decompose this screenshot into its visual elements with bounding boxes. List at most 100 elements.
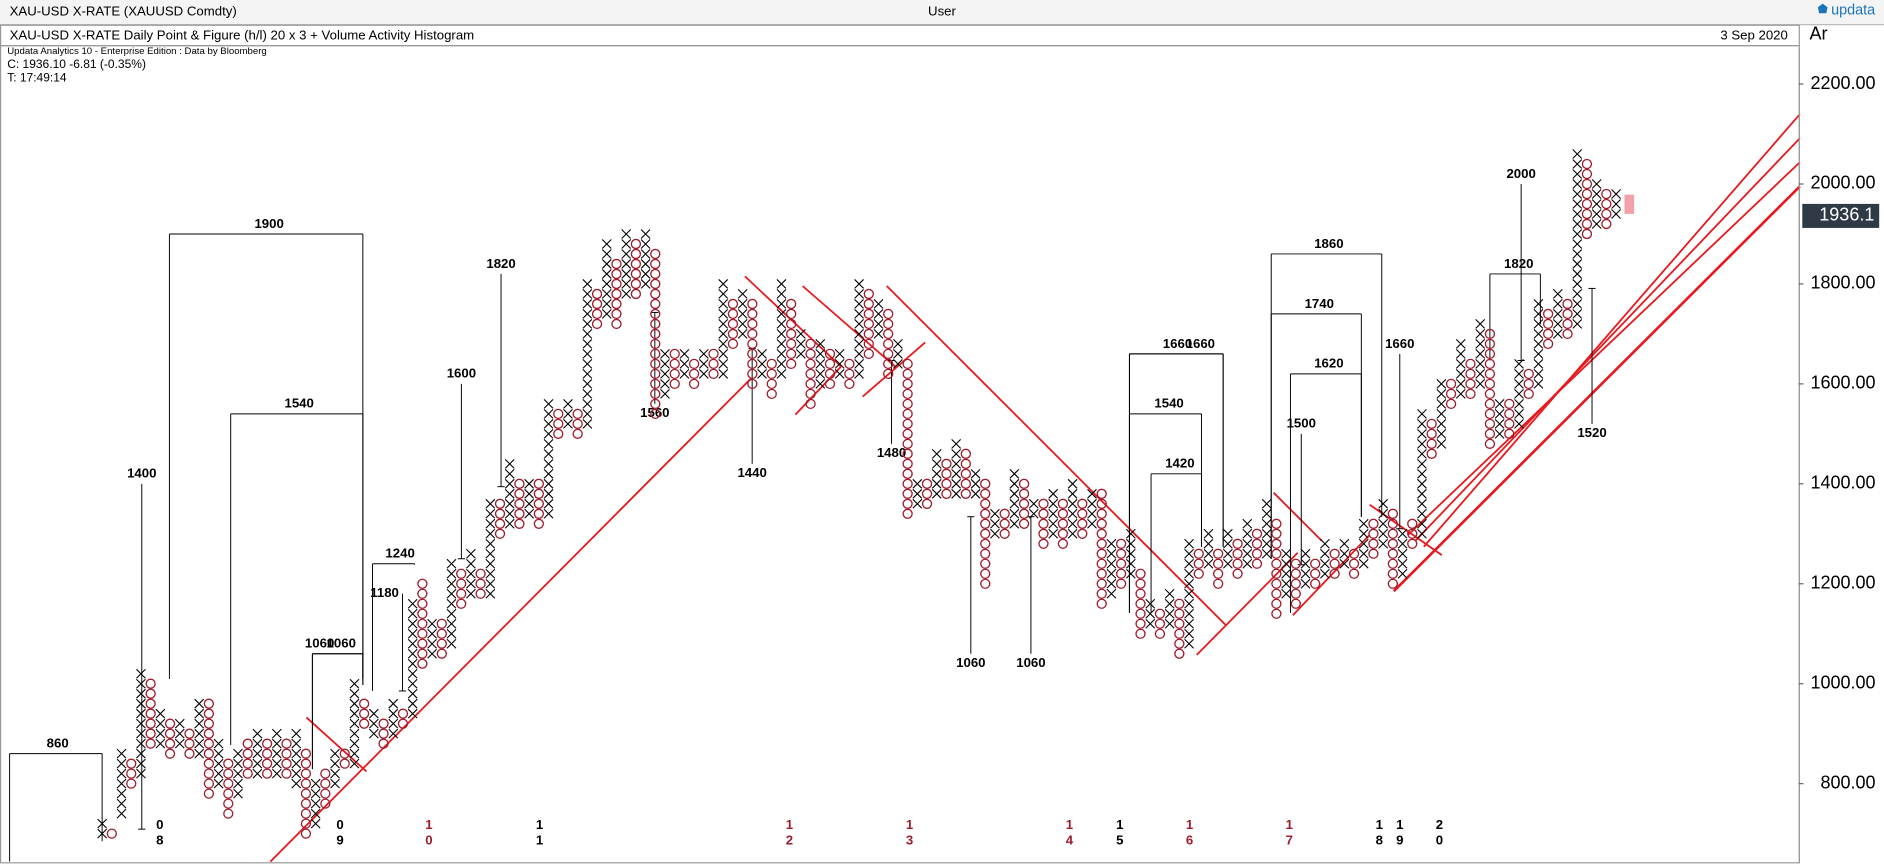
x-box xyxy=(1572,209,1583,219)
x-box xyxy=(718,349,729,359)
x-box xyxy=(1494,428,1505,439)
price-target xyxy=(1128,353,1224,613)
x-box xyxy=(233,748,243,759)
x-box xyxy=(776,349,787,359)
o-box xyxy=(203,758,215,769)
target-label: 1180 xyxy=(370,585,399,600)
o-box xyxy=(786,348,797,360)
x-box xyxy=(1572,149,1583,159)
x-box xyxy=(1242,518,1253,529)
o-column xyxy=(1368,518,1379,559)
x-box xyxy=(621,229,632,239)
o-box xyxy=(1329,558,1340,569)
o-box xyxy=(688,358,700,370)
o-box xyxy=(786,308,797,320)
price-target xyxy=(398,593,407,692)
x-box xyxy=(776,339,787,349)
x-box xyxy=(543,478,554,489)
o-column xyxy=(960,448,972,499)
o-box xyxy=(650,298,661,310)
x-box xyxy=(213,768,224,779)
x-box xyxy=(1417,408,1427,419)
o-column xyxy=(164,718,176,759)
x-box xyxy=(718,339,729,349)
x-box xyxy=(1475,378,1486,389)
x-box xyxy=(310,778,321,789)
y-tick-label: 800.00 xyxy=(1820,772,1875,792)
x-box xyxy=(485,578,496,589)
x-box xyxy=(1300,558,1311,569)
x-box xyxy=(1184,588,1194,599)
o-box xyxy=(184,728,195,739)
o-box xyxy=(1445,388,1457,400)
o-box xyxy=(1484,358,1496,370)
logo[interactable]: updata xyxy=(1817,3,1876,19)
x-box xyxy=(854,299,864,309)
x-box xyxy=(349,678,360,689)
o-box xyxy=(1387,518,1399,529)
o-column xyxy=(630,238,642,300)
x-box xyxy=(1514,378,1524,389)
x-box xyxy=(446,628,457,639)
x-column xyxy=(174,718,185,749)
x-column xyxy=(912,478,923,509)
o-box xyxy=(1135,578,1146,589)
x-box xyxy=(1475,329,1486,339)
o-box xyxy=(300,828,312,839)
o-box xyxy=(203,748,215,759)
x-box xyxy=(291,778,302,789)
o-box xyxy=(281,768,292,779)
x-box xyxy=(136,718,146,729)
o-box xyxy=(999,518,1010,529)
x-box xyxy=(776,309,787,319)
x-box xyxy=(1339,538,1350,549)
o-box xyxy=(708,348,719,360)
o-box xyxy=(902,378,913,390)
o-column xyxy=(261,738,273,779)
o-box xyxy=(436,618,447,629)
x-box xyxy=(543,408,554,419)
o-box xyxy=(1523,368,1534,380)
x-box xyxy=(1009,468,1020,479)
o-column xyxy=(1542,308,1554,350)
x-box xyxy=(1533,339,1544,349)
o-box xyxy=(1174,628,1185,639)
o-box xyxy=(844,378,855,390)
o-box xyxy=(475,588,486,599)
target-label: 1820 xyxy=(1504,256,1533,271)
o-box xyxy=(747,308,758,320)
o-box xyxy=(436,638,447,649)
o-box xyxy=(300,808,312,819)
x-box xyxy=(310,798,321,809)
chart-date: 3 Sep 2020 xyxy=(1720,28,1788,43)
o-column xyxy=(1213,548,1224,589)
x-box xyxy=(563,398,573,409)
x-box xyxy=(1378,518,1389,529)
o-box xyxy=(902,408,913,420)
o-box xyxy=(650,378,661,390)
x-box xyxy=(1591,209,1602,219)
o-box xyxy=(1174,638,1185,649)
o-box xyxy=(1601,198,1612,210)
x-box xyxy=(407,618,418,629)
o-box xyxy=(1465,378,1476,390)
x-box xyxy=(485,508,496,519)
x-box xyxy=(931,458,942,469)
trend-line xyxy=(1414,137,1801,542)
year-marker: 1 xyxy=(1116,817,1123,832)
o-column xyxy=(1465,358,1476,400)
x-box xyxy=(136,748,146,759)
x-box xyxy=(582,359,593,369)
o-box xyxy=(863,308,874,320)
x-box xyxy=(1514,388,1524,399)
o-column xyxy=(1562,298,1573,340)
chart-name: XAU-USD X-RATE Daily Point & Figure (h/l… xyxy=(10,28,475,43)
x-column xyxy=(1087,488,1097,529)
x-box xyxy=(407,608,418,619)
o-box xyxy=(591,298,603,310)
o-box xyxy=(572,418,583,430)
x-column xyxy=(1028,498,1039,519)
x-box xyxy=(1572,299,1583,309)
o-box xyxy=(863,318,874,330)
o-box xyxy=(960,488,972,499)
